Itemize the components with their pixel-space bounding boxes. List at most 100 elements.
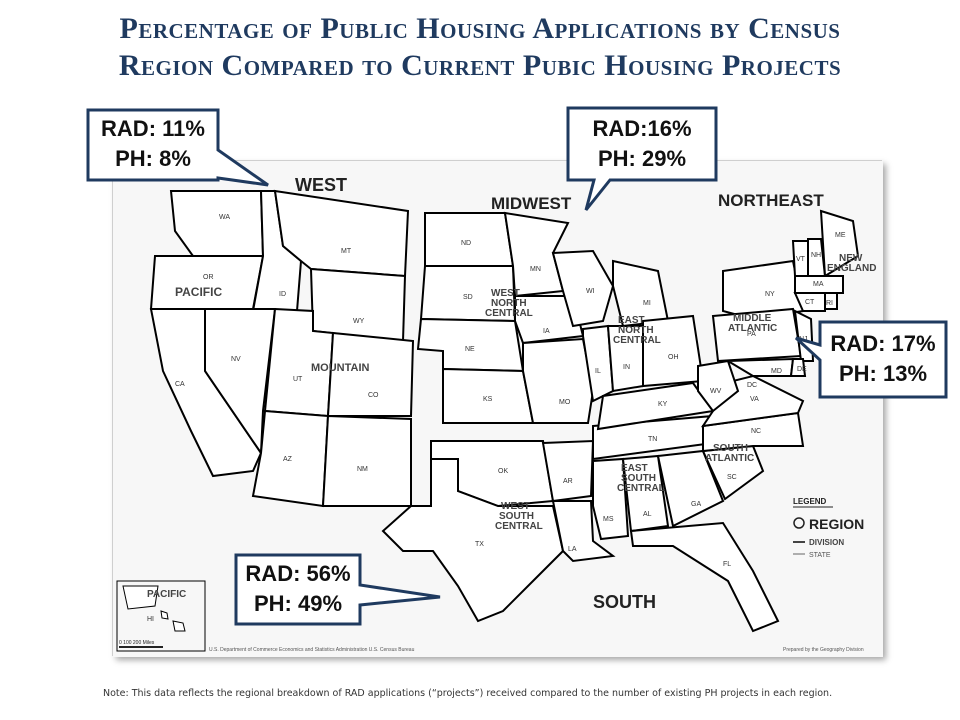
footnote: Note: This data reflects the regional br… xyxy=(103,688,833,699)
state-label-wi: WI xyxy=(586,288,595,295)
state-de xyxy=(789,358,807,377)
region-label-south: SOUTH xyxy=(593,592,656,612)
callout-midwest-rad: RAD:16% xyxy=(592,116,692,141)
callout-south-shape xyxy=(234,553,441,626)
callout-northeast-ph: PH: 13% xyxy=(838,361,928,386)
state-label-al: AL xyxy=(643,511,652,518)
state-wi xyxy=(551,249,615,328)
state-ma xyxy=(794,275,844,294)
division-label-wnc-3: CENTRAL xyxy=(485,308,533,319)
state-me xyxy=(819,209,860,278)
legend-region-icon xyxy=(793,517,805,529)
division-label-esc-1: EAST xyxy=(621,463,648,474)
state-ct xyxy=(793,292,826,312)
title-line-1: Percentage of Public Housing Application… xyxy=(119,12,841,45)
state-label-mi: MI xyxy=(643,300,651,307)
division-label-wnc-1: WEST xyxy=(491,288,520,299)
callout-midwest-ph: PH: 29% xyxy=(597,146,687,171)
legend-state: STATE xyxy=(809,552,831,559)
state-label-wy: WY xyxy=(353,318,365,325)
midwest-region xyxy=(416,211,705,424)
division-label-pacific-inset: PACIFIC xyxy=(147,589,186,600)
state-label-hi: HI xyxy=(147,616,154,623)
inset-pacific xyxy=(116,580,206,652)
title-line-2: Region Compared to Current Pubic Housing… xyxy=(118,49,842,82)
division-label-pacific: PACIFIC xyxy=(175,285,222,299)
state-label-mt: MT xyxy=(341,248,352,255)
division-label-enc-2: NORTH xyxy=(618,325,654,336)
state-label-la: LA xyxy=(568,546,577,553)
northeast-region xyxy=(711,209,860,363)
state-label-ga: GA xyxy=(691,501,701,508)
state-label-ne: NE xyxy=(465,346,475,353)
division-label-wsc-2: SOUTH xyxy=(499,511,534,522)
state-label-dc: DC xyxy=(747,382,757,389)
division-label-sa-2: ATLANTIC xyxy=(705,453,754,464)
state-hi-shape xyxy=(160,610,169,620)
state-label-co: CO xyxy=(368,392,379,399)
state-label-ms: MS xyxy=(603,516,614,523)
state-label-in: IN xyxy=(623,364,630,371)
division-label-enc-3: CENTRAL xyxy=(613,335,661,346)
state-label-vt: VT xyxy=(796,256,806,263)
division-label-ne-2: ENGLAND xyxy=(827,263,876,274)
state-label-ca: CA xyxy=(175,381,185,388)
state-label-nh: NH xyxy=(811,252,821,259)
state-al xyxy=(621,454,670,533)
state-label-ny: NY xyxy=(765,291,775,298)
map-legend: LEGEND REGION DIVISION STATE xyxy=(793,497,864,559)
callout-west-ph: PH: 8% xyxy=(115,146,191,171)
state-label-tn: TN xyxy=(648,436,657,443)
state-wv xyxy=(697,359,740,413)
state-label-nv: NV xyxy=(231,356,241,363)
state-label-ks: KS xyxy=(483,396,493,403)
callout-midwest: RAD:16% PH: 29% xyxy=(568,114,716,174)
legend-region: REGION xyxy=(809,516,864,532)
credits-left: U.S. Department of Commerce Economics an… xyxy=(209,647,415,653)
division-label-ma-2: ATLANTIC xyxy=(728,323,777,334)
state-label-nc: NC xyxy=(751,428,761,435)
state-label-or: OR xyxy=(203,274,214,281)
callout-west-rad: RAD: 11% xyxy=(101,116,205,141)
state-ar xyxy=(541,439,595,503)
state-label-sd: SD xyxy=(463,294,473,301)
west-region xyxy=(149,189,415,508)
legend-heading: LEGEND xyxy=(793,497,827,506)
region-label-midwest: MIDWEST xyxy=(491,194,572,213)
legend-division: DIVISION xyxy=(809,538,844,547)
state-label-id: ID xyxy=(279,291,286,298)
callout-northeast: RAD: 17% PH: 13% xyxy=(820,329,946,389)
division-label-sa-1: SOUTH xyxy=(713,443,748,454)
state-label-ut: UT xyxy=(293,376,303,383)
state-label-ia: IA xyxy=(543,328,550,335)
callout-west-shape xyxy=(86,108,269,187)
state-label-me: ME xyxy=(835,232,846,239)
callout-northeast-shape xyxy=(794,320,948,399)
state-az xyxy=(251,409,330,508)
callout-northeast-rad: RAD: 17% xyxy=(830,331,936,356)
state-label-oh: OH xyxy=(668,354,679,361)
state-label-mo: MO xyxy=(559,399,571,406)
state-label-ct: CT xyxy=(805,299,815,306)
state-label-pa: PA xyxy=(747,331,756,338)
division-label-wnc-2: NORTH xyxy=(491,298,527,309)
state-label-wv: WV xyxy=(710,388,722,395)
region-label-northeast: NORTHEAST xyxy=(718,191,824,210)
state-label-nm: NM xyxy=(357,466,368,473)
division-label-esc-2: SOUTH xyxy=(621,473,656,484)
division-label-wsc-3: CENTRAL xyxy=(495,521,543,532)
state-ms xyxy=(592,457,630,541)
state-label-ma: MA xyxy=(813,281,824,288)
state-label-ky: KY xyxy=(658,401,668,408)
state-label-tx: TX xyxy=(475,541,484,548)
state-label-sc: SC xyxy=(727,474,737,481)
state-label-il: IL xyxy=(595,368,601,375)
state-ri xyxy=(824,292,838,310)
state-ia xyxy=(514,295,585,345)
state-la xyxy=(551,500,616,563)
state-label-ar: AR xyxy=(563,478,573,485)
state-label-az: AZ xyxy=(283,456,293,463)
state-label-va: VA xyxy=(750,396,759,403)
division-label-ma-1: MIDDLE xyxy=(733,313,772,324)
